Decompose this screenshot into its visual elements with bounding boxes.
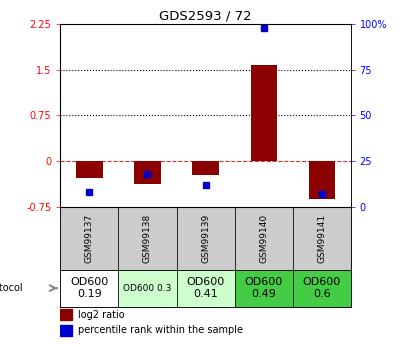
Bar [60, 207, 118, 269]
Bar [293, 207, 351, 269]
Text: percentile rank within the sample: percentile rank within the sample [78, 325, 243, 335]
Text: OD600
0.41: OD600 0.41 [187, 277, 224, 299]
Text: GSM99141: GSM99141 [317, 214, 326, 263]
Bar [293, 269, 351, 307]
Bar [118, 269, 177, 307]
Bar [118, 207, 177, 269]
Text: OD600
0.19: OD600 0.19 [71, 277, 108, 299]
Bar [177, 269, 235, 307]
Text: OD600
0.6: OD600 0.6 [303, 277, 341, 299]
Bar [77, 161, 102, 178]
Bar [135, 161, 160, 184]
Bar [60, 309, 72, 320]
Text: GSM99140: GSM99140 [259, 214, 268, 263]
Bar [177, 207, 235, 269]
Text: GSM99138: GSM99138 [143, 214, 152, 263]
Title: GDS2593 / 72: GDS2593 / 72 [159, 10, 252, 23]
Text: growth protocol: growth protocol [0, 283, 23, 293]
Text: GSM99139: GSM99139 [201, 214, 210, 263]
Text: GSM99137: GSM99137 [85, 214, 94, 263]
Bar [309, 161, 334, 199]
Text: log2 ratio: log2 ratio [78, 309, 125, 319]
Text: OD600 0.3: OD600 0.3 [123, 284, 172, 293]
Bar [60, 325, 72, 336]
Bar [235, 269, 293, 307]
Text: OD600
0.49: OD600 0.49 [245, 277, 283, 299]
Bar [60, 269, 118, 307]
Bar [193, 161, 218, 175]
Bar [251, 65, 276, 161]
Bar [235, 207, 293, 269]
